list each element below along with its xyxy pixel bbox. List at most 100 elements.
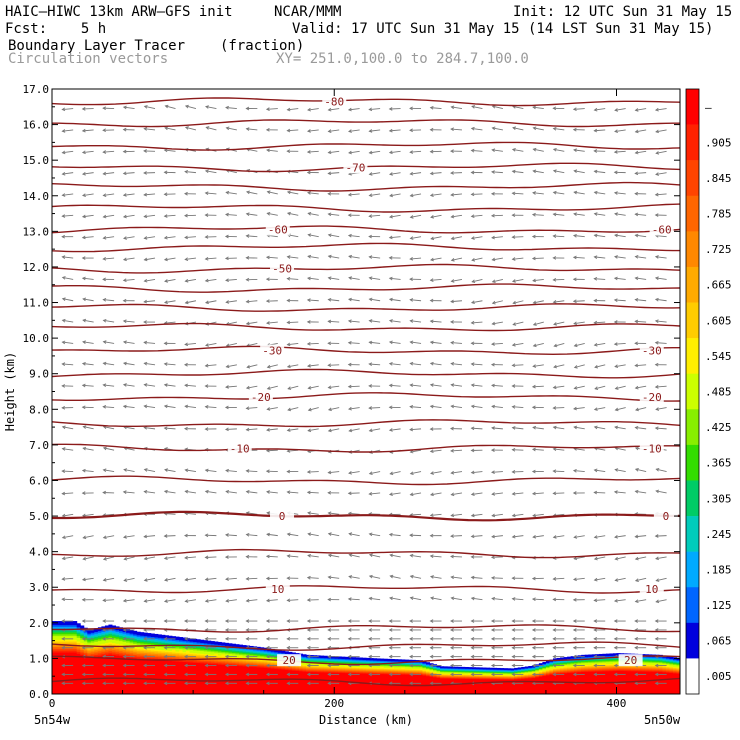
tracer-cell xyxy=(104,687,109,690)
tracer-cell xyxy=(104,639,109,642)
tracer-cell xyxy=(461,691,466,693)
tracer-cell xyxy=(387,690,392,692)
tracer-cell xyxy=(302,673,307,675)
tracer-cell xyxy=(362,688,367,690)
tracer-cell xyxy=(97,688,102,692)
tracer-cell xyxy=(288,679,293,681)
tracer-cell xyxy=(373,684,378,686)
tracer-cell xyxy=(380,674,385,676)
tracer-cell xyxy=(475,669,480,671)
tracer-cell xyxy=(122,662,127,665)
tracer-cell xyxy=(253,669,258,671)
tracer-cell xyxy=(362,681,367,683)
tracer-cell xyxy=(485,678,490,680)
tracer-cell xyxy=(358,690,363,692)
tracer-cell xyxy=(175,663,180,666)
tracer-cell xyxy=(90,666,95,669)
tracer-cell xyxy=(97,658,102,662)
tracer-cell xyxy=(143,660,148,663)
tracer-cell xyxy=(52,648,57,651)
tracer-cell xyxy=(306,663,311,666)
tracer-cell xyxy=(133,633,138,637)
tracer-cell xyxy=(69,659,74,662)
tracer-cell xyxy=(348,686,353,689)
tracer-cell xyxy=(433,673,438,675)
tracer-cell xyxy=(126,687,131,690)
tracer-cell xyxy=(143,635,148,638)
tracer-cell xyxy=(129,689,134,692)
tracer-cell xyxy=(443,675,448,677)
tracer-cell xyxy=(309,674,314,676)
tracer-cell xyxy=(62,673,67,677)
tracer-cell xyxy=(238,645,244,648)
tracer-cell xyxy=(224,674,229,677)
tracer-cell xyxy=(425,686,431,689)
tracer-cell xyxy=(200,651,205,654)
tracer-cell xyxy=(260,689,265,691)
tracer-cell xyxy=(366,673,371,675)
tracer-cell xyxy=(475,678,480,680)
tracer-cell xyxy=(263,677,268,680)
tracer-cell xyxy=(150,645,155,648)
tracer-cell xyxy=(186,677,191,680)
tracer-cell xyxy=(295,672,300,675)
tracer-cell xyxy=(154,633,159,636)
tracer-cell xyxy=(485,676,490,678)
tracer-cell xyxy=(394,689,399,692)
tracer-cell xyxy=(69,630,74,633)
tracer-cell xyxy=(87,663,92,666)
tracer-cell xyxy=(362,674,367,676)
tracer-cell xyxy=(418,675,423,677)
tracer-cell xyxy=(351,679,356,681)
tracer-cell xyxy=(52,661,57,664)
tracer-cell xyxy=(320,659,325,661)
tracer-cell xyxy=(207,668,212,671)
tracer-cell xyxy=(390,690,395,692)
tracer-cell xyxy=(362,659,367,661)
tracer-cell xyxy=(362,686,367,689)
tracer-cell xyxy=(200,641,205,643)
tracer-cell xyxy=(457,689,462,691)
tracer-cell xyxy=(369,678,374,681)
tracer-cell xyxy=(235,672,240,675)
tracer-cell xyxy=(97,683,102,687)
tracer-cell xyxy=(358,664,363,667)
tracer-cell xyxy=(295,690,300,693)
tracer-cell xyxy=(136,673,141,676)
tracer-cell xyxy=(291,691,296,694)
tracer-cell xyxy=(316,659,321,661)
tracer-cell xyxy=(330,680,335,683)
tracer-cell xyxy=(306,669,311,672)
tracer-cell xyxy=(270,657,275,660)
tracer-cell xyxy=(55,677,60,680)
tracer-cell xyxy=(468,676,473,678)
tracer-cell xyxy=(369,660,374,663)
tracer-cell xyxy=(478,670,483,672)
tracer-cell xyxy=(94,684,99,687)
tracer-cell xyxy=(436,676,441,678)
tracer-cell xyxy=(281,674,286,677)
tracer-cell xyxy=(186,654,191,657)
tracer-cell xyxy=(401,687,406,689)
tracer-cell xyxy=(143,649,148,652)
tracer-cell xyxy=(214,648,219,650)
tracer-cell xyxy=(341,662,346,664)
tracer-cell xyxy=(108,667,113,671)
tracer-cell xyxy=(175,691,180,694)
tracer-cell xyxy=(140,676,145,680)
tracer-cell xyxy=(133,670,138,673)
tracer-cell xyxy=(380,661,385,663)
tracer-cell xyxy=(397,688,402,691)
tracer-cell xyxy=(228,683,233,686)
tracer-cell xyxy=(203,641,208,644)
tracer-cell xyxy=(161,674,166,677)
tracer-cell xyxy=(411,662,416,664)
tracer-cell xyxy=(200,650,205,653)
tracer-cell xyxy=(94,661,99,664)
tracer-cell xyxy=(288,666,293,669)
tracer-cell xyxy=(119,692,124,694)
tracer-cell xyxy=(129,669,134,673)
tracer-cell xyxy=(489,680,494,682)
tracer-cell xyxy=(200,669,205,672)
tracer-cell xyxy=(362,660,367,662)
